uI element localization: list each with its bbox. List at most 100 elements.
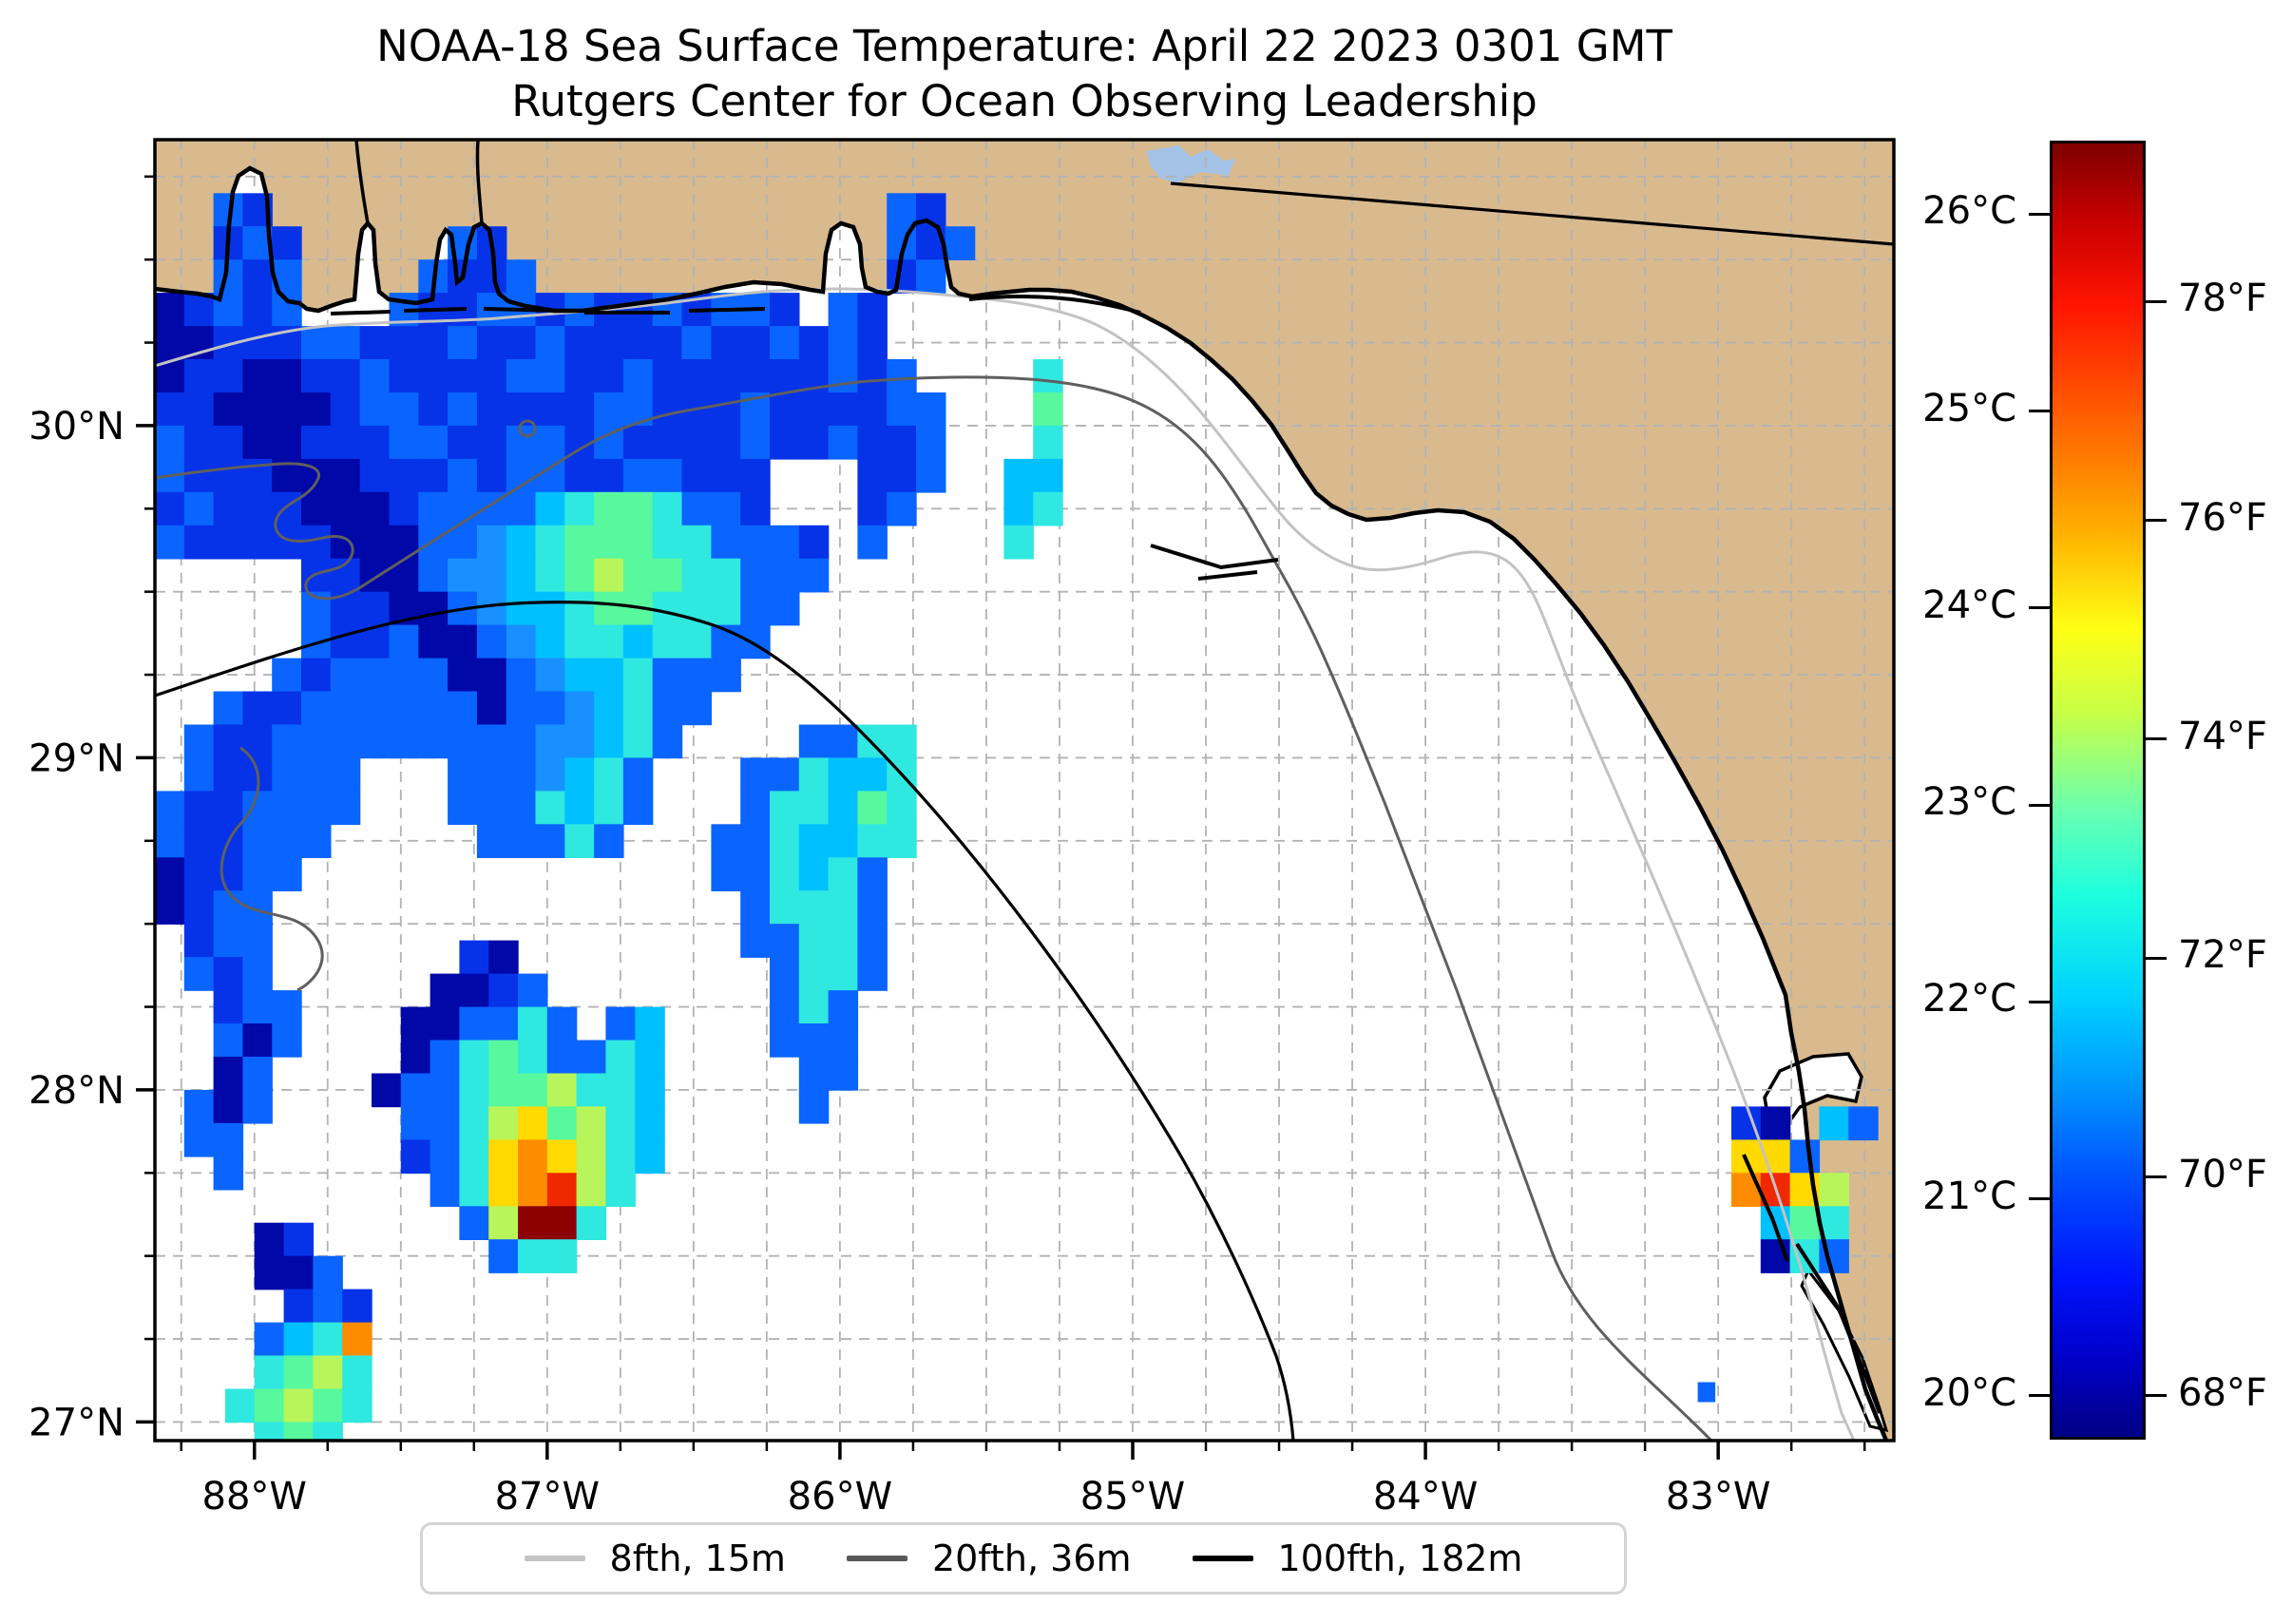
sst-cell (535, 392, 565, 427)
sst-cell (594, 525, 624, 560)
sst-cell (330, 326, 361, 360)
sst-cell (1819, 1106, 1849, 1141)
sst-cell (828, 957, 859, 991)
sst-cell (798, 326, 830, 360)
sst-cell (546, 1206, 578, 1240)
sst-cell (857, 890, 888, 925)
sst-cell (857, 957, 888, 991)
sst-cell (564, 558, 595, 593)
sst-cell (155, 824, 185, 858)
legend-item-100fth: 100fth, 182m (1192, 1538, 1522, 1579)
sst-speck (1697, 1382, 1716, 1403)
sst-cell (828, 326, 859, 360)
sst-cell (183, 757, 215, 793)
sst-cell (476, 392, 507, 427)
sst-cell (330, 658, 361, 693)
sst-cell (283, 1422, 315, 1441)
sst-cell (887, 824, 917, 858)
sst-cell (564, 691, 595, 726)
sst-cell (605, 1173, 636, 1207)
sst-cell (916, 259, 946, 294)
sst-cell (652, 724, 683, 759)
sst-cell (476, 458, 507, 493)
sst-cell (652, 525, 683, 560)
sst-cell (506, 824, 537, 858)
sst-cell (155, 791, 185, 826)
y-tick-label: 27°N (29, 1401, 124, 1444)
sst-cell (330, 392, 361, 427)
sst-cell (711, 425, 741, 460)
sst-cell (183, 890, 215, 925)
sst-cell (535, 624, 565, 659)
sst-cell (418, 326, 449, 360)
sst-cell (1033, 458, 1063, 493)
sst-cell (272, 791, 302, 826)
y-tick-label: 30°N (29, 405, 124, 449)
sst-cell (213, 1156, 244, 1191)
sst-cell (564, 591, 595, 626)
sst-cell (506, 724, 537, 759)
sst-cell (828, 990, 859, 1024)
sst-cell (828, 293, 859, 327)
sst-cell (798, 425, 830, 460)
sst-cell (330, 724, 361, 759)
sst-cell (418, 591, 449, 626)
legend-line-20fth (846, 1556, 907, 1561)
colorbar-tick (2029, 1394, 2050, 1398)
sst-cell (594, 757, 624, 793)
sst-cell (798, 1023, 830, 1058)
colorbar-tick (2146, 956, 2167, 960)
sst-cell (770, 924, 800, 958)
sst-cell (622, 558, 654, 593)
sst-cell (798, 757, 830, 793)
sst-cell (400, 1139, 431, 1175)
sst-cell (857, 857, 888, 891)
sst-cell (711, 491, 741, 526)
sst-cell (359, 691, 391, 726)
sst-cell (576, 1206, 607, 1240)
sst-cell (564, 824, 595, 858)
sst-cell (564, 658, 595, 693)
sst-cell (740, 824, 771, 858)
colorbar-tick-label: 70°F (2178, 1152, 2267, 1196)
sst-cell (1033, 392, 1063, 427)
sst-cell (242, 491, 273, 526)
sst-cell (857, 458, 888, 493)
sst-cell (213, 1057, 244, 1091)
sst-cell (389, 491, 419, 526)
sst-cell (594, 791, 624, 826)
sst-cell (330, 791, 361, 826)
sst-cell (740, 359, 771, 393)
sst-cell (301, 525, 332, 560)
y-tick-label: 29°N (29, 736, 124, 780)
sst-cell (546, 1239, 578, 1273)
sst-cell (798, 724, 830, 759)
sst-cell (183, 525, 215, 560)
sst-cell (389, 691, 419, 726)
barrier-islands (330, 295, 1881, 1414)
sst-cell (798, 890, 830, 925)
sst-cell (213, 491, 244, 526)
sst-cell (476, 525, 507, 560)
sst-cell (564, 491, 595, 526)
sst-cell (283, 1289, 315, 1324)
sst-cell (448, 359, 478, 393)
sst-cell (183, 425, 215, 460)
sst-cell (828, 724, 859, 759)
sst-cell (828, 1023, 859, 1058)
sst-cell (254, 1355, 285, 1390)
sst-cell (622, 791, 654, 826)
legend-item-8fth: 8fth, 15m (524, 1538, 786, 1579)
sst-cell (272, 392, 302, 427)
sst-cell (506, 591, 537, 626)
sst-cell (652, 458, 683, 493)
sst-cell (635, 1073, 665, 1108)
sst-cell (389, 658, 419, 693)
figure-subtitle: Rutgers Center for Ocean Observing Leade… (511, 76, 1538, 126)
sst-cell (594, 591, 624, 626)
sst-cell (330, 491, 361, 526)
sst-cell (740, 458, 771, 493)
sst-cell (887, 359, 917, 393)
sst-cell (857, 392, 888, 427)
